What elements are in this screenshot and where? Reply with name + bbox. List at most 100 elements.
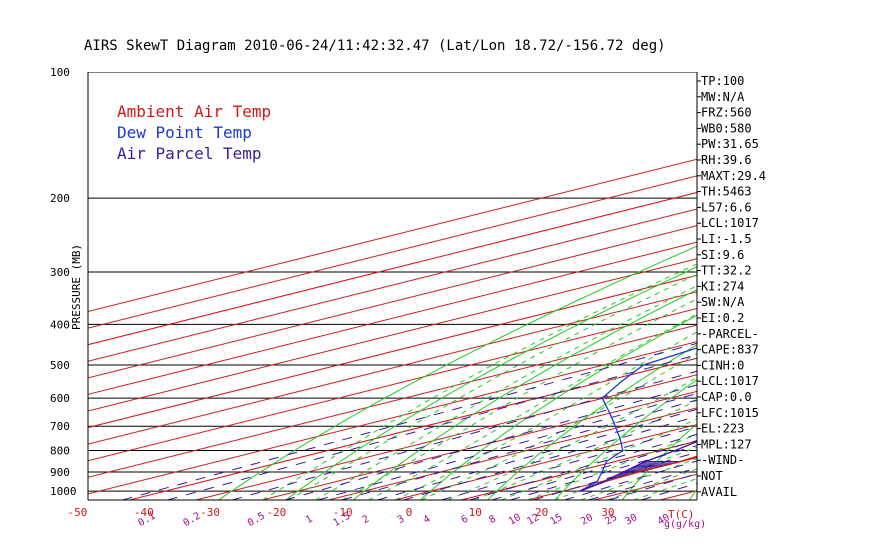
mixing-ratio-line-10 bbox=[491, 439, 697, 500]
bottom-temp-tick--20: -20 bbox=[266, 506, 286, 519]
isotherm--40 bbox=[129, 357, 697, 500]
isotherm--150 bbox=[88, 175, 697, 329]
index-item-15: EI:0.2 bbox=[701, 311, 744, 325]
dry-adiabat-30 bbox=[621, 423, 697, 500]
index-item-19: LCL:1017 bbox=[701, 374, 759, 388]
index-item-3: WB0:580 bbox=[701, 121, 752, 135]
index-item-14: SW:N/A bbox=[701, 295, 745, 309]
index-item-0: TP:100 bbox=[701, 74, 744, 88]
bottom-temp-tick-10: 10 bbox=[469, 506, 482, 519]
mixing-ratio-line-6 bbox=[441, 426, 697, 500]
legend: Ambient Air Temp Dew Point Temp Air Parcel… bbox=[117, 102, 271, 163]
dry-adiabat-20 bbox=[554, 379, 697, 500]
mixing-ratio-tick-15: 30 bbox=[623, 512, 639, 528]
mixing-ratio-tick-16: 40 bbox=[656, 512, 672, 528]
moist-adiabat--4 bbox=[368, 313, 697, 500]
pressure-tick-500: 500 bbox=[50, 359, 70, 372]
index-item-25: NOT bbox=[701, 469, 723, 483]
mixing-ratio-tick-8: 6 bbox=[459, 514, 470, 527]
moist-adiabat-16 bbox=[500, 418, 697, 500]
pressure-tick-700: 700 bbox=[50, 420, 70, 433]
moist-adiabat-12 bbox=[474, 399, 697, 500]
series-line-2 bbox=[579, 440, 697, 492]
isotherm--30 bbox=[195, 374, 697, 500]
moist-adiabat-8 bbox=[447, 376, 697, 500]
dry-adiabat--10 bbox=[352, 289, 697, 500]
legend-entry-1: Dew Point Temp bbox=[117, 123, 252, 142]
pressure-tick-400: 400 bbox=[50, 318, 70, 331]
x-axis-label: T(C) bbox=[668, 508, 695, 521]
index-item-22: EL:223 bbox=[701, 422, 744, 436]
dry-adiabat--20 bbox=[285, 266, 697, 500]
index-item-16: -PARCEL- bbox=[701, 327, 759, 341]
series-line-1 bbox=[579, 347, 697, 492]
pressure-tick-100: 100 bbox=[50, 66, 70, 79]
isotherm--100 bbox=[88, 258, 697, 412]
index-item-9: LCL:1017 bbox=[701, 216, 759, 230]
mixing-ratio-line-12 bbox=[510, 445, 697, 500]
index-item-1: MW:N/A bbox=[701, 90, 745, 104]
mixing-ratio-label: g(g/kg) bbox=[664, 519, 706, 530]
isotherm-0 bbox=[394, 423, 697, 500]
mixing-ratio-line-8 bbox=[469, 433, 697, 500]
index-item-8: L57:6.6 bbox=[701, 200, 752, 214]
mixing-ratio-tick-7: 4 bbox=[422, 514, 433, 527]
mixing-ratio-tick-6: 3 bbox=[396, 514, 407, 527]
bottom-temp-tick-30: 30 bbox=[601, 506, 614, 519]
index-item-24: -WIND- bbox=[701, 453, 744, 467]
mixing-ratio-tick-13: 20 bbox=[579, 512, 595, 528]
isotherm-50 bbox=[726, 72, 870, 500]
dry-adiabat-50 bbox=[757, 72, 870, 500]
isotherm--120 bbox=[88, 225, 697, 379]
index-item-23: MPL:127 bbox=[701, 437, 752, 451]
y-axis-label: PRESSURE (MB) bbox=[70, 244, 83, 330]
pressure-tick-1000: 1000 bbox=[50, 485, 77, 498]
isotherm--50 bbox=[88, 341, 697, 495]
index-item-6: MAXT:29.4 bbox=[701, 169, 766, 183]
bottom-temp-tick-0: 0 bbox=[406, 506, 413, 519]
isotherm--140 bbox=[88, 191, 697, 346]
mixing-ratio-line-1 bbox=[285, 384, 697, 500]
moist-adiabat-28 bbox=[580, 458, 697, 500]
bottom-temp-tick--40: -40 bbox=[134, 506, 154, 519]
index-item-5: RH:39.6 bbox=[701, 153, 752, 167]
isotherm--160 bbox=[88, 158, 697, 313]
index-item-11: SI:9.6 bbox=[701, 248, 744, 262]
mixing-ratio-tick-10: 10 bbox=[507, 512, 523, 528]
index-item-7: TH:5463 bbox=[701, 185, 752, 199]
index-item-26: AVAIL bbox=[701, 485, 737, 499]
pressure-tick-600: 600 bbox=[50, 392, 70, 405]
mixing-ratio-line-30 bbox=[608, 473, 697, 500]
bottom-temp-tick--30: -30 bbox=[200, 506, 220, 519]
moist-adiabat--20 bbox=[262, 263, 697, 500]
isotherm--90 bbox=[88, 274, 697, 429]
index-item-17: CAPE:837 bbox=[701, 343, 759, 357]
dry-adiabat-10 bbox=[487, 344, 697, 500]
index-item-21: LFC:1015 bbox=[701, 406, 759, 420]
mixing-ratio-tick-9: 8 bbox=[487, 514, 498, 527]
moist-adiabat--16 bbox=[288, 273, 697, 500]
pressure-tick-800: 800 bbox=[50, 445, 70, 458]
index-item-2: FRZ:560 bbox=[701, 106, 752, 120]
dry-adiabat-60 bbox=[824, 72, 870, 500]
mixing-ratio-tick-12: 15 bbox=[549, 512, 565, 528]
isotherm--10 bbox=[328, 407, 697, 500]
legend-entry-2: Air Parcel Temp bbox=[117, 144, 262, 163]
moist-adiabat-4 bbox=[421, 352, 697, 500]
bottom-temp-tick--50: -50 bbox=[68, 506, 88, 519]
moist-adiabat--12 bbox=[315, 285, 697, 500]
isotherm--70 bbox=[88, 307, 697, 462]
mixing-ratio-line-4 bbox=[403, 415, 697, 500]
mixing-ratio-line-0.5 bbox=[232, 370, 697, 500]
isotherm--60 bbox=[88, 324, 697, 478]
mixing-ratio-line-25 bbox=[588, 467, 697, 500]
index-item-13: KI:274 bbox=[701, 279, 744, 293]
index-item-12: TT:32.2 bbox=[701, 264, 752, 278]
mixing-ratio-tick-5: 2 bbox=[361, 514, 372, 527]
isotherm--80 bbox=[88, 291, 697, 445]
legend-entry-0: Ambient Air Temp bbox=[117, 102, 271, 121]
mixing-ratio-tick-3: 1 bbox=[304, 514, 315, 527]
